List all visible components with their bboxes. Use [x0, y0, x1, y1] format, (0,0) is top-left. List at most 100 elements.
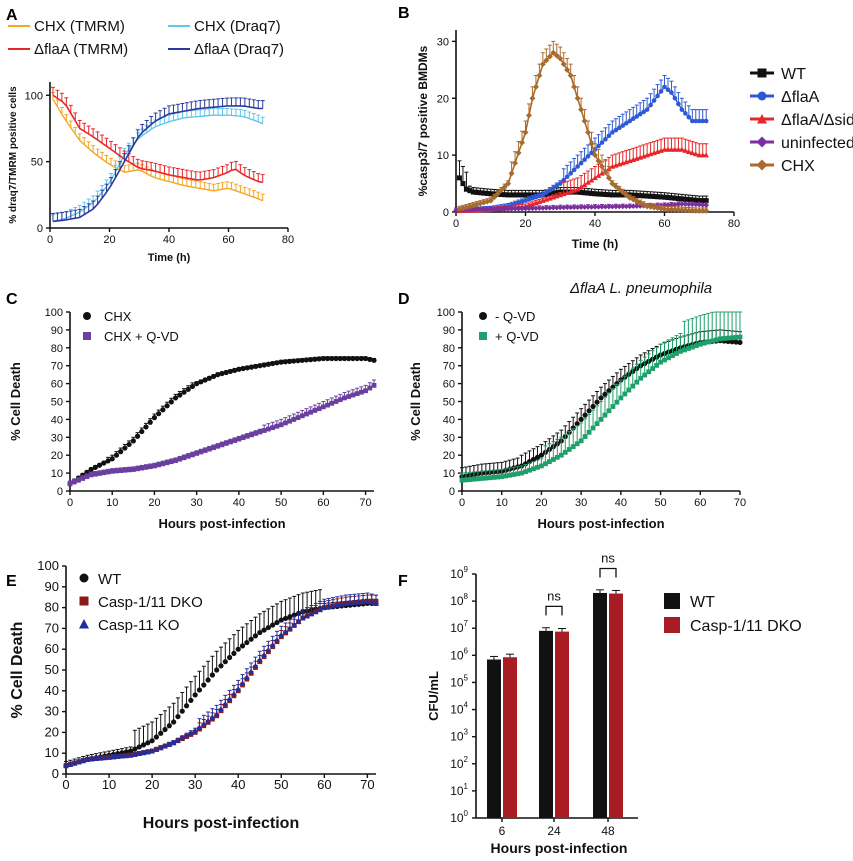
data-point	[610, 130, 615, 135]
x-axis-label: Hours post-infection	[537, 516, 664, 531]
y-tick-exponent: 7	[464, 619, 469, 628]
series-chx-q-vd	[67, 379, 377, 487]
data-point	[558, 452, 564, 458]
data-point	[84, 474, 90, 480]
y-tick-label: 0	[449, 486, 455, 498]
data-point	[609, 192, 615, 198]
data-point	[122, 445, 128, 451]
data-point	[243, 674, 250, 680]
data-point	[244, 433, 250, 439]
data-point	[729, 339, 735, 345]
data-point	[127, 752, 134, 758]
data-point	[222, 659, 228, 665]
y-tick-label: 70	[45, 620, 59, 635]
data-point	[614, 399, 620, 405]
data-point	[80, 476, 86, 481]
data-point	[689, 344, 695, 350]
data-point	[689, 150, 696, 156]
data-point	[586, 429, 592, 435]
x-axis-label: Hours post-infection	[491, 840, 628, 856]
data-point	[585, 204, 591, 210]
data-point	[484, 206, 491, 213]
y-tick-label: 60	[45, 641, 59, 656]
legend-entry: ΔflaA	[750, 89, 820, 106]
x-tick-label: 30	[188, 777, 202, 792]
y-tick-label: 100	[45, 307, 63, 319]
data-point	[675, 201, 682, 208]
data-point	[530, 196, 535, 201]
data-point	[729, 335, 735, 341]
data-point	[136, 750, 143, 757]
data-point	[282, 359, 288, 365]
x-tick-label: 0	[67, 497, 73, 509]
data-point	[592, 204, 598, 210]
data-point	[598, 395, 604, 401]
y-tick-label: 90	[45, 579, 59, 594]
y-tick-label: 105	[450, 673, 468, 689]
data-point	[564, 204, 570, 211]
data-point	[135, 466, 140, 472]
data-point	[550, 190, 556, 196]
data-point	[213, 710, 220, 717]
data-point	[84, 756, 91, 762]
series-line	[459, 51, 707, 212]
data-point	[602, 191, 608, 197]
data-point	[700, 118, 706, 124]
x-tick-label: 50	[274, 777, 288, 792]
data-point	[183, 703, 190, 709]
y-axis-label: CFU/mL	[426, 671, 441, 721]
data-point	[226, 695, 233, 702]
y-tick-exponent: 8	[464, 592, 469, 601]
data-point	[567, 204, 574, 211]
data-point	[581, 181, 588, 187]
data-point	[679, 196, 685, 202]
data-point	[525, 112, 532, 119]
data-point	[481, 190, 487, 196]
legend-entry: ΔflaA/ΔsidF	[750, 112, 853, 129]
data-point	[512, 160, 519, 167]
data-point	[634, 192, 640, 198]
data-point	[599, 191, 605, 197]
data-point	[316, 356, 322, 362]
data-point	[196, 724, 203, 730]
data-point	[692, 151, 699, 157]
data-point	[354, 355, 360, 362]
data-point	[342, 395, 347, 401]
data-point	[274, 636, 280, 643]
data-point	[578, 160, 584, 166]
legend-marker	[79, 619, 89, 629]
data-point	[578, 184, 584, 190]
data-point	[620, 123, 626, 128]
legend-label: WT	[690, 594, 715, 611]
data-point	[634, 114, 639, 119]
data-point	[526, 205, 532, 212]
data-point	[105, 458, 111, 464]
data-point	[371, 382, 377, 388]
y-tick-label: 90	[51, 325, 63, 337]
data-point	[602, 169, 609, 176]
y-tick-label: 40	[51, 414, 63, 426]
x-tick-label: 10	[102, 777, 116, 792]
data-point	[519, 199, 525, 205]
data-point	[181, 389, 187, 395]
data-point	[675, 196, 681, 202]
data-point	[459, 477, 465, 483]
data-point	[725, 335, 731, 341]
data-point	[97, 471, 102, 476]
data-point	[253, 430, 259, 436]
data-point	[662, 194, 667, 200]
data-point	[547, 191, 553, 197]
data-point	[599, 170, 605, 176]
data-point	[595, 204, 602, 210]
data-point	[153, 734, 160, 740]
data-point	[192, 727, 199, 733]
data-point	[354, 391, 360, 397]
y-tick-exponent: 4	[464, 701, 469, 710]
data-point	[350, 392, 356, 398]
data-point	[185, 453, 191, 459]
x-tick-label: 40	[163, 234, 175, 246]
data-point	[648, 193, 654, 199]
data-point	[337, 355, 343, 362]
data-point	[206, 375, 212, 381]
data-point	[192, 692, 198, 698]
